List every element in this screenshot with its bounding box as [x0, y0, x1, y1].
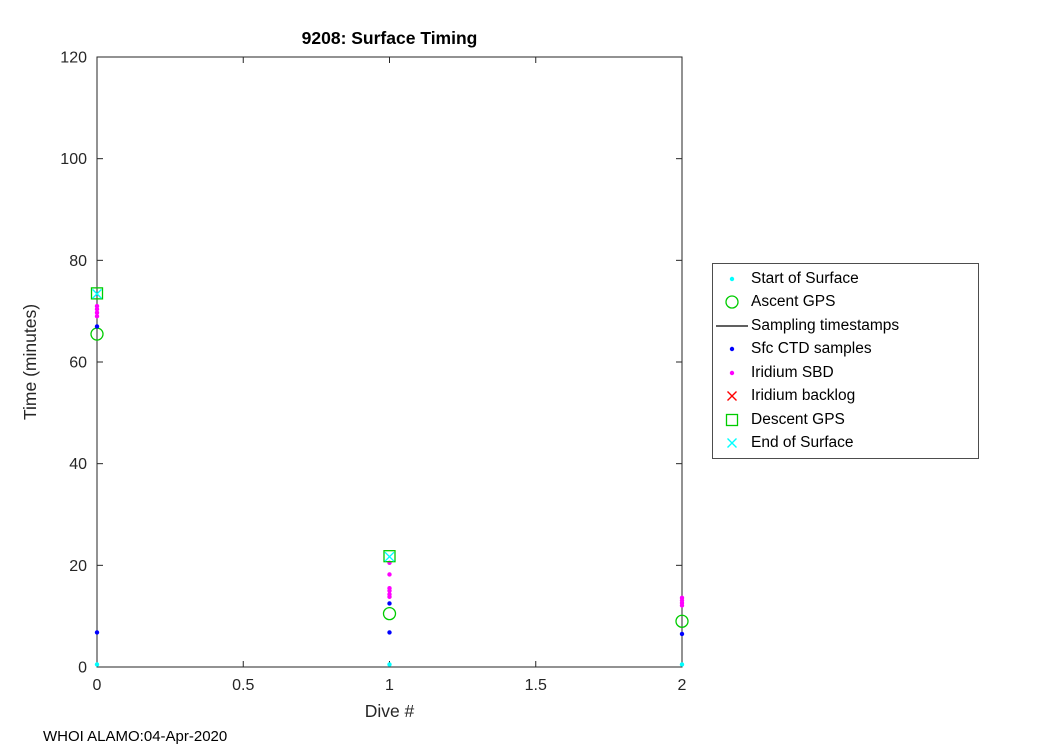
svg-text:0: 0: [78, 660, 87, 677]
legend-item-iridium-backlog: Iridium backlog: [713, 385, 978, 407]
legend-item-sampling-timestamps: Sampling timestamps: [713, 315, 978, 337]
iridium-backlog-marker-icon: [727, 391, 737, 402]
svg-text:0: 0: [93, 677, 102, 694]
svg-text:0.5: 0.5: [232, 677, 254, 694]
svg-text:80: 80: [69, 253, 87, 270]
x-axis: 0 0.5 1 1.5 2: [93, 57, 687, 694]
legend-item-end-of-surface: End of Surface: [713, 432, 978, 454]
svg-text:Dive #: Dive #: [365, 701, 415, 721]
y-axis-label: Time (minutes): [20, 304, 40, 420]
y-axis: 0 20 40 60 80 100 120: [60, 50, 682, 677]
svg-text:9208: Surface Timing: 9208: Surface Timing: [302, 28, 478, 48]
legend-label: Ascent GPS: [751, 293, 836, 311]
legend-label: Start of Surface: [751, 269, 859, 287]
sfc-ctd-samples-marker-icon: [729, 347, 735, 352]
legend-label: Iridium backlog: [751, 387, 856, 405]
legend-item-descent-gps: Descent GPS: [713, 409, 978, 431]
end-of-surface-marker-icon: [727, 438, 737, 449]
svg-text:2: 2: [678, 677, 687, 694]
svg-text:1.5: 1.5: [525, 677, 547, 694]
svg-text:1: 1: [385, 677, 394, 694]
svg-text:Time (minutes): Time (minutes): [20, 304, 40, 420]
svg-text:20: 20: [69, 558, 87, 575]
svg-text:120: 120: [60, 50, 87, 67]
series-iridium-sbd: [94, 303, 685, 608]
legend-item-start-of-surface: Start of Surface: [713, 268, 978, 290]
figure-footer-text: WHOI ALAMO:04-Apr-2020: [43, 728, 228, 745]
legend: Start of Surface Ascent GPS Sampling tim…: [712, 263, 979, 459]
series-ascent-gps: [90, 327, 689, 628]
legend-item-ascent-gps: Ascent GPS: [713, 291, 978, 313]
svg-text:40: 40: [69, 456, 87, 473]
legend-label: Sampling timestamps: [751, 316, 900, 334]
iridium-sbd-marker-icon: [729, 370, 735, 375]
legend-item-iridium-sbd: Iridium SBD: [713, 362, 978, 384]
ascent-gps-marker-icon: [725, 295, 739, 309]
svg-text:60: 60: [69, 355, 87, 372]
series-start-of-surface: [94, 662, 685, 667]
legend-label: Sfc CTD samples: [751, 340, 872, 358]
x-axis-label: Dive #: [365, 701, 415, 721]
plot-title: 9208: Surface Timing: [302, 28, 478, 48]
legend-label: Descent GPS: [751, 410, 845, 428]
series-end-of-surface: [92, 288, 395, 562]
legend-label: Iridium SBD: [751, 363, 834, 381]
start-of-surface-marker-icon: [729, 276, 735, 281]
series-descent-gps: [90, 287, 396, 563]
series-sfc-ctd-samples: [94, 324, 685, 637]
svg-text:100: 100: [60, 151, 87, 168]
descent-gps-marker-icon: [725, 413, 739, 426]
sampling-timestamps-marker-icon: [716, 325, 748, 327]
legend-item-sfc-ctd-samples: Sfc CTD samples: [713, 338, 978, 360]
legend-label: End of Surface: [751, 434, 854, 452]
